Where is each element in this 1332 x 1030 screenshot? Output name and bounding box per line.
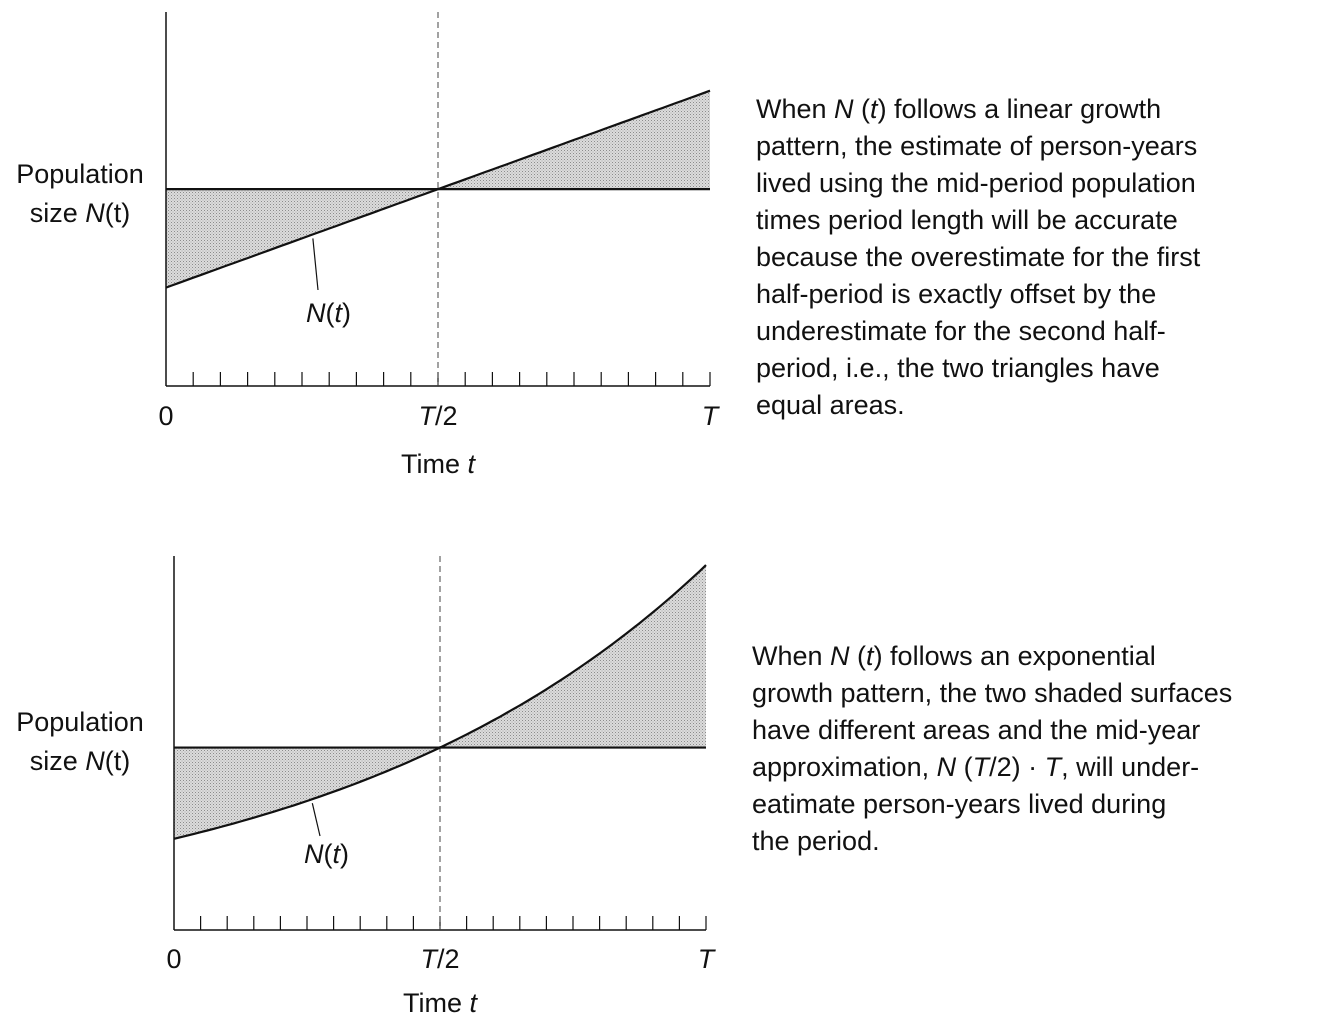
y-axis-label-suffix: (t) (105, 746, 130, 776)
curve-label-var: N (304, 839, 324, 869)
tick-label-half-text: /2 (437, 944, 460, 974)
curve-label-leader (311, 803, 321, 837)
description-text: have different areas and the mid-year (752, 715, 1201, 745)
description-text: ) follows a linear growth (877, 94, 1162, 124)
curve-label-var: N (306, 298, 326, 328)
description-text: the period. (752, 826, 880, 856)
curve-label-leader (312, 238, 319, 291)
tick-label-half: T/2 (420, 944, 459, 974)
x-axis-label: Time t (401, 449, 477, 479)
curve-label-close: ) (342, 298, 351, 328)
x-axis-label-prefix: Time (403, 988, 470, 1018)
description-text: approximation, (752, 752, 937, 782)
description-text: T (972, 752, 990, 782)
y-axis-label-line2: size N(t) (30, 198, 131, 228)
description-text: eatimate person-years lived during (752, 789, 1167, 819)
description-text: T (1044, 752, 1062, 782)
shaded-area-first-half (174, 747, 440, 839)
description-text: N (830, 641, 850, 671)
description-text: equal areas. (756, 390, 905, 420)
x-axis-label-var: t (469, 988, 478, 1018)
y-axis-label-prefix: size (30, 746, 86, 776)
tick-label-half-var: T (420, 944, 439, 974)
curve-label-arg: t (335, 298, 344, 328)
growth-curve (165, 89, 711, 289)
tick-label-end: T (698, 944, 717, 974)
description-exponential: When N (t) follows an exponential growth … (752, 638, 1322, 860)
description-text: underestimate for the second half- (756, 316, 1166, 346)
tick-label-half-var: T (418, 401, 437, 431)
description-text: growth pattern, the two shaded surfaces (752, 678, 1233, 708)
tick-label-0: 0 (166, 944, 181, 974)
growth-curve (173, 564, 707, 840)
description-text: ( (849, 641, 867, 671)
description-text: N (936, 752, 957, 782)
y-axis-label-line2: size N(t) (30, 746, 131, 776)
description-text: /2) · (989, 752, 1045, 782)
curve-label-close: ) (340, 839, 349, 869)
x-axis-label-var: t (467, 449, 476, 479)
description-text: N (834, 94, 854, 124)
description-text: times period length will be accurate (756, 205, 1178, 235)
description-text: When (756, 94, 835, 124)
curve-label-arg: t (333, 839, 342, 869)
description-text: period, i.e., the two triangles have (756, 353, 1160, 383)
tick-label-half: T/2 (418, 401, 457, 431)
description-text: ( (956, 752, 973, 782)
description-text: ( (853, 94, 871, 124)
tick-label-0: 0 (158, 401, 173, 431)
description-text: pattern, the estimate of person-years (756, 131, 1198, 161)
curve-label: N(t) (306, 298, 351, 328)
description-text: because the overestimate for the first (756, 242, 1201, 272)
tick-label-half-text: /2 (435, 401, 458, 431)
shaded-area-second-half (440, 565, 706, 748)
y-axis-label-var: N (85, 198, 105, 228)
chart-linear: Population size N(t) N(t) 0 T/2 T Time t (16, 12, 721, 479)
description-text: t (866, 641, 874, 671)
y-axis-label-line1: Population (16, 159, 144, 189)
tick-label-end: T (702, 401, 721, 431)
minor-ticks (192, 372, 711, 386)
x-axis-label: Time t (403, 988, 479, 1018)
y-axis-label-suffix: (t) (105, 198, 130, 228)
chart-exponential: Population size N(t) N(t) 0 T/2 T Time t (16, 556, 717, 1018)
curve-label-open: ( (324, 839, 333, 869)
y-axis-label-prefix: size (30, 198, 86, 228)
description-text: ) follows an exponential (873, 641, 1156, 671)
description-text: , will under- (1061, 752, 1200, 782)
y-axis-label-line1: Population (16, 707, 144, 737)
curve-label-open: ( (326, 298, 335, 328)
description-text: lived using the mid-period population (756, 168, 1196, 198)
curve-label: N(t) (304, 839, 349, 869)
description-text: t (870, 94, 878, 124)
description-text: When (752, 641, 831, 671)
x-axis-label-prefix: Time (401, 449, 468, 479)
description-text: half-period is exactly offset by the (756, 279, 1157, 309)
minor-ticks (200, 916, 707, 930)
description-linear: When N (t) follows a linear growth patter… (756, 91, 1316, 424)
y-axis-label-var: N (85, 746, 105, 776)
